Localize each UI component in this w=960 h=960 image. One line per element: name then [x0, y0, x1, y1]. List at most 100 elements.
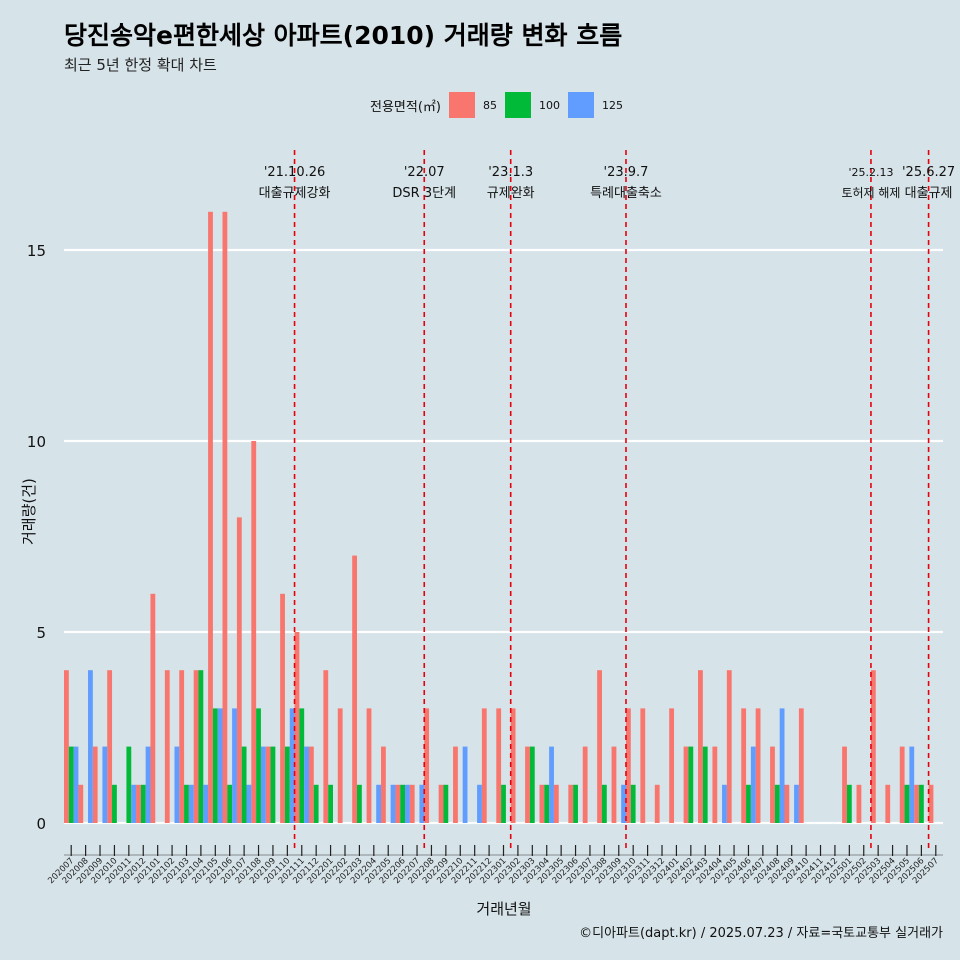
- bar-85: [136, 784, 141, 823]
- bar-125: [131, 784, 137, 823]
- event-date: '25.2.13: [848, 166, 893, 179]
- bar-100: [443, 784, 449, 823]
- legend-swatch-85: [448, 92, 475, 118]
- bar-85: [92, 746, 98, 823]
- bar-85: [265, 746, 271, 823]
- bar-100: [256, 708, 261, 823]
- y-axis-label: 거래량(건): [20, 478, 38, 545]
- bar-100: [904, 784, 910, 823]
- event-date: '23.9.7: [604, 165, 649, 180]
- bar-85: [164, 670, 170, 823]
- bar-100: [227, 784, 233, 823]
- legend-label-85: 85: [482, 98, 497, 112]
- bar-85: [625, 708, 631, 823]
- bar-85: [669, 708, 675, 823]
- bar-125: [621, 784, 626, 823]
- bar-85: [193, 670, 199, 823]
- event-label: 토허제 해제: [841, 186, 900, 200]
- bar-125: [477, 784, 482, 823]
- event-date: '21.10.26: [264, 165, 325, 180]
- event-label: 규제완화: [487, 186, 535, 201]
- bar-125: [260, 746, 266, 823]
- bar-85: [654, 784, 660, 823]
- bar-85: [914, 784, 919, 823]
- bar-85: [597, 670, 602, 823]
- bar-85: [856, 784, 862, 823]
- bar-85: [294, 632, 300, 823]
- bar-85: [337, 708, 343, 823]
- bar-85: [683, 746, 689, 823]
- bar-85: [438, 784, 444, 823]
- bar-85: [784, 784, 790, 823]
- chart-subtitle: 최근 5년 한정 확대 차트: [64, 56, 217, 74]
- y-tick-label: 0: [36, 815, 46, 833]
- bar-125: [188, 784, 194, 823]
- bar-100: [573, 784, 578, 823]
- legend-item-125: 125: [567, 92, 623, 118]
- bar-85: [712, 746, 718, 823]
- bar-100: [501, 784, 506, 823]
- bar-85: [510, 708, 516, 823]
- bar-125: [909, 746, 915, 823]
- event-label: 특례대출축소: [590, 186, 662, 201]
- bar-85: [366, 708, 372, 823]
- x-axis-label: 거래년월: [476, 900, 532, 918]
- legend-title: 전용면적(㎡): [370, 99, 441, 115]
- bar-100: [140, 784, 146, 823]
- event-date: '25.6.27: [902, 165, 955, 180]
- bar-125: [246, 784, 252, 823]
- bar-85: [308, 746, 314, 823]
- bar-85: [755, 708, 761, 823]
- bar-100: [212, 708, 218, 823]
- event-date: '22.07: [404, 165, 445, 180]
- bar-85: [525, 746, 530, 823]
- bar-85: [395, 784, 401, 823]
- bar-85: [741, 708, 747, 823]
- bar-125: [174, 746, 180, 823]
- bar-100: [357, 784, 362, 823]
- bar-100: [68, 746, 74, 823]
- bar-85: [611, 746, 617, 823]
- bar-85: [78, 784, 84, 823]
- bar-85: [280, 593, 285, 823]
- bar-100: [184, 784, 189, 823]
- legend-label-125: 125: [601, 98, 623, 112]
- legend-label-100: 100: [538, 98, 560, 112]
- bar-125: [88, 670, 93, 823]
- legend-swatch-100: [504, 92, 531, 118]
- bar-85: [582, 746, 588, 823]
- bar-100: [702, 746, 708, 823]
- bar-100: [630, 784, 636, 823]
- bar-85: [424, 708, 430, 823]
- bar-100: [688, 746, 694, 823]
- bar-100: [299, 708, 305, 823]
- bar-85: [899, 746, 905, 823]
- bar-85: [842, 746, 847, 823]
- bar-85: [107, 670, 113, 823]
- legend: 전용면적(㎡) 85 100 125: [370, 92, 631, 118]
- bar-125: [722, 784, 727, 823]
- bar-85: [64, 670, 69, 823]
- bar-85: [236, 517, 242, 823]
- bar-85: [179, 670, 185, 823]
- y-tick-label: 10: [27, 433, 46, 451]
- bar-85: [323, 670, 329, 823]
- bar-85: [539, 784, 545, 823]
- bar-100: [529, 746, 535, 823]
- bar-125: [794, 784, 799, 823]
- bar-125: [73, 746, 79, 823]
- bar-100: [112, 784, 117, 823]
- bar-85: [496, 708, 502, 823]
- bar-100: [746, 784, 751, 823]
- bar-100: [241, 746, 247, 823]
- bar-100: [313, 784, 319, 823]
- legend-item-85: 85: [448, 92, 497, 118]
- bar-85: [770, 746, 775, 823]
- bar-125: [232, 708, 237, 823]
- bar-85: [251, 441, 257, 823]
- bar-125: [549, 746, 554, 823]
- y-tick-label: 5: [36, 624, 46, 642]
- bar-85: [870, 670, 876, 823]
- bar-85: [885, 784, 891, 823]
